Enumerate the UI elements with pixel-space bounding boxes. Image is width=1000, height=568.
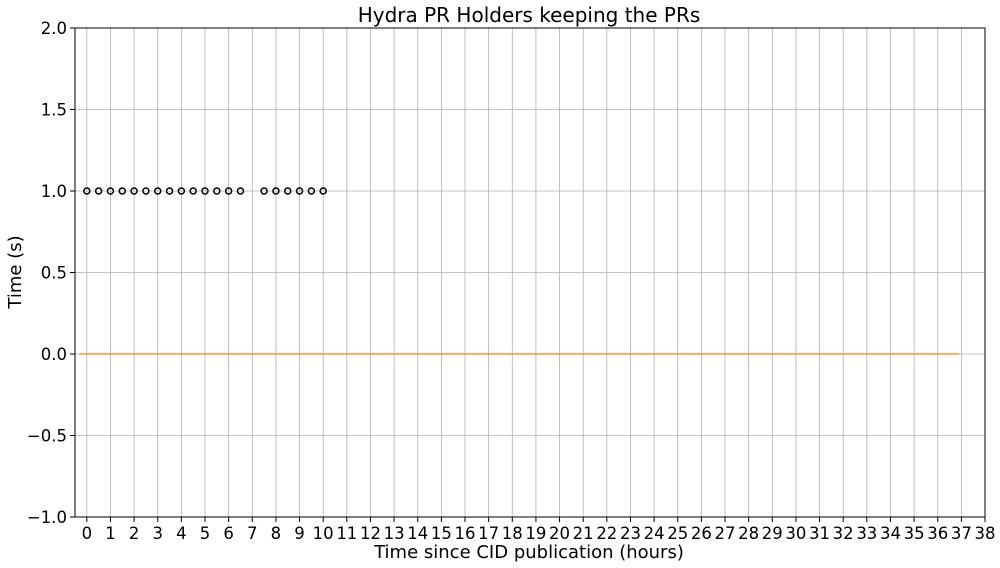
x-tick-label: 16 xyxy=(455,524,476,543)
x-tick-label: 18 xyxy=(502,524,523,543)
data-point xyxy=(319,187,327,195)
x-tick-label: 9 xyxy=(294,524,305,543)
x-tick-label: 5 xyxy=(200,524,211,543)
y-tick-label: −1.0 xyxy=(27,508,67,527)
data-point xyxy=(307,187,316,195)
data-point xyxy=(189,187,197,195)
x-tick-label: 19 xyxy=(525,524,546,543)
data-point xyxy=(118,187,127,195)
data-point xyxy=(224,187,233,195)
x-tick-label: 0 xyxy=(82,524,93,543)
x-tick-label: 21 xyxy=(573,524,594,543)
chart-title: Hydra PR Holders keeping the PRs xyxy=(358,3,701,27)
data-point xyxy=(142,187,150,195)
x-tick-label: 8 xyxy=(271,524,282,543)
data-point xyxy=(106,187,115,195)
x-tick-label: 38 xyxy=(975,524,996,543)
y-tick-label: 2.0 xyxy=(41,19,67,38)
plot-frame xyxy=(74,27,986,518)
data-point xyxy=(165,187,174,195)
x-tick-label: 11 xyxy=(336,524,357,543)
data-point xyxy=(130,187,138,195)
x-tick-label: 2 xyxy=(129,524,140,543)
data-point xyxy=(236,187,245,195)
x-tick-label: 28 xyxy=(738,524,759,543)
data-point xyxy=(177,187,186,195)
x-tick-label: 7 xyxy=(247,524,258,543)
data-point xyxy=(83,187,91,195)
x-tick-label: 37 xyxy=(951,524,972,543)
x-tick-label: 17 xyxy=(478,524,499,543)
x-tick-label: 33 xyxy=(856,524,877,543)
x-tick-label: 25 xyxy=(667,524,688,543)
y-tick-label: 0.5 xyxy=(41,264,67,283)
x-tick-label: 20 xyxy=(549,524,570,543)
x-tick-label: 32 xyxy=(833,524,854,543)
x-tick-label: 12 xyxy=(360,524,381,543)
x-tick-label: 24 xyxy=(644,524,665,543)
x-tick-label: 29 xyxy=(762,524,783,543)
x-tick-label: 6 xyxy=(223,524,234,543)
x-tick-label: 15 xyxy=(431,524,452,543)
x-tick-label: 10 xyxy=(313,524,334,543)
x-tick-label: 1 xyxy=(105,524,116,543)
y-tick-label: −0.5 xyxy=(27,427,67,446)
x-tick-label: 26 xyxy=(691,524,712,543)
y-tick-label: 1.5 xyxy=(41,101,67,120)
data-point xyxy=(260,187,268,195)
x-tick-label: 34 xyxy=(880,524,901,543)
ticks-layer: 0 1 2 3 4 5 6 7 8 9 10 11 12 13 14 15 16 17 18 19 20 21 22 23 24… xyxy=(27,19,996,543)
data-point xyxy=(94,187,103,195)
data-point xyxy=(295,187,304,195)
y-tick-label: 0.0 xyxy=(41,345,67,364)
data-point xyxy=(213,187,221,195)
x-tick-label: 14 xyxy=(407,524,428,543)
x-tick-label: 23 xyxy=(620,524,641,543)
y-tick-label: 1.0 xyxy=(41,182,67,201)
data-point xyxy=(201,187,209,195)
grid-layer xyxy=(75,27,986,518)
x-tick-label: 30 xyxy=(785,524,806,543)
x-tick-label: 22 xyxy=(596,524,617,543)
x-axis-label: Time since CID publication (hours) xyxy=(373,542,684,563)
data-point xyxy=(272,187,280,195)
data-point xyxy=(153,187,162,195)
x-tick-label: 35 xyxy=(904,524,925,543)
data-point xyxy=(283,187,292,195)
x-tick-label: 13 xyxy=(384,524,405,543)
series-layer xyxy=(79,187,959,355)
x-tick-label: 27 xyxy=(715,524,736,543)
x-tick-label: 36 xyxy=(927,524,948,543)
y-axis-label: Time (s) xyxy=(5,235,26,309)
x-tick-label: 4 xyxy=(176,524,187,543)
x-tick-label: 31 xyxy=(809,524,830,543)
x-tick-label: 3 xyxy=(152,524,163,543)
